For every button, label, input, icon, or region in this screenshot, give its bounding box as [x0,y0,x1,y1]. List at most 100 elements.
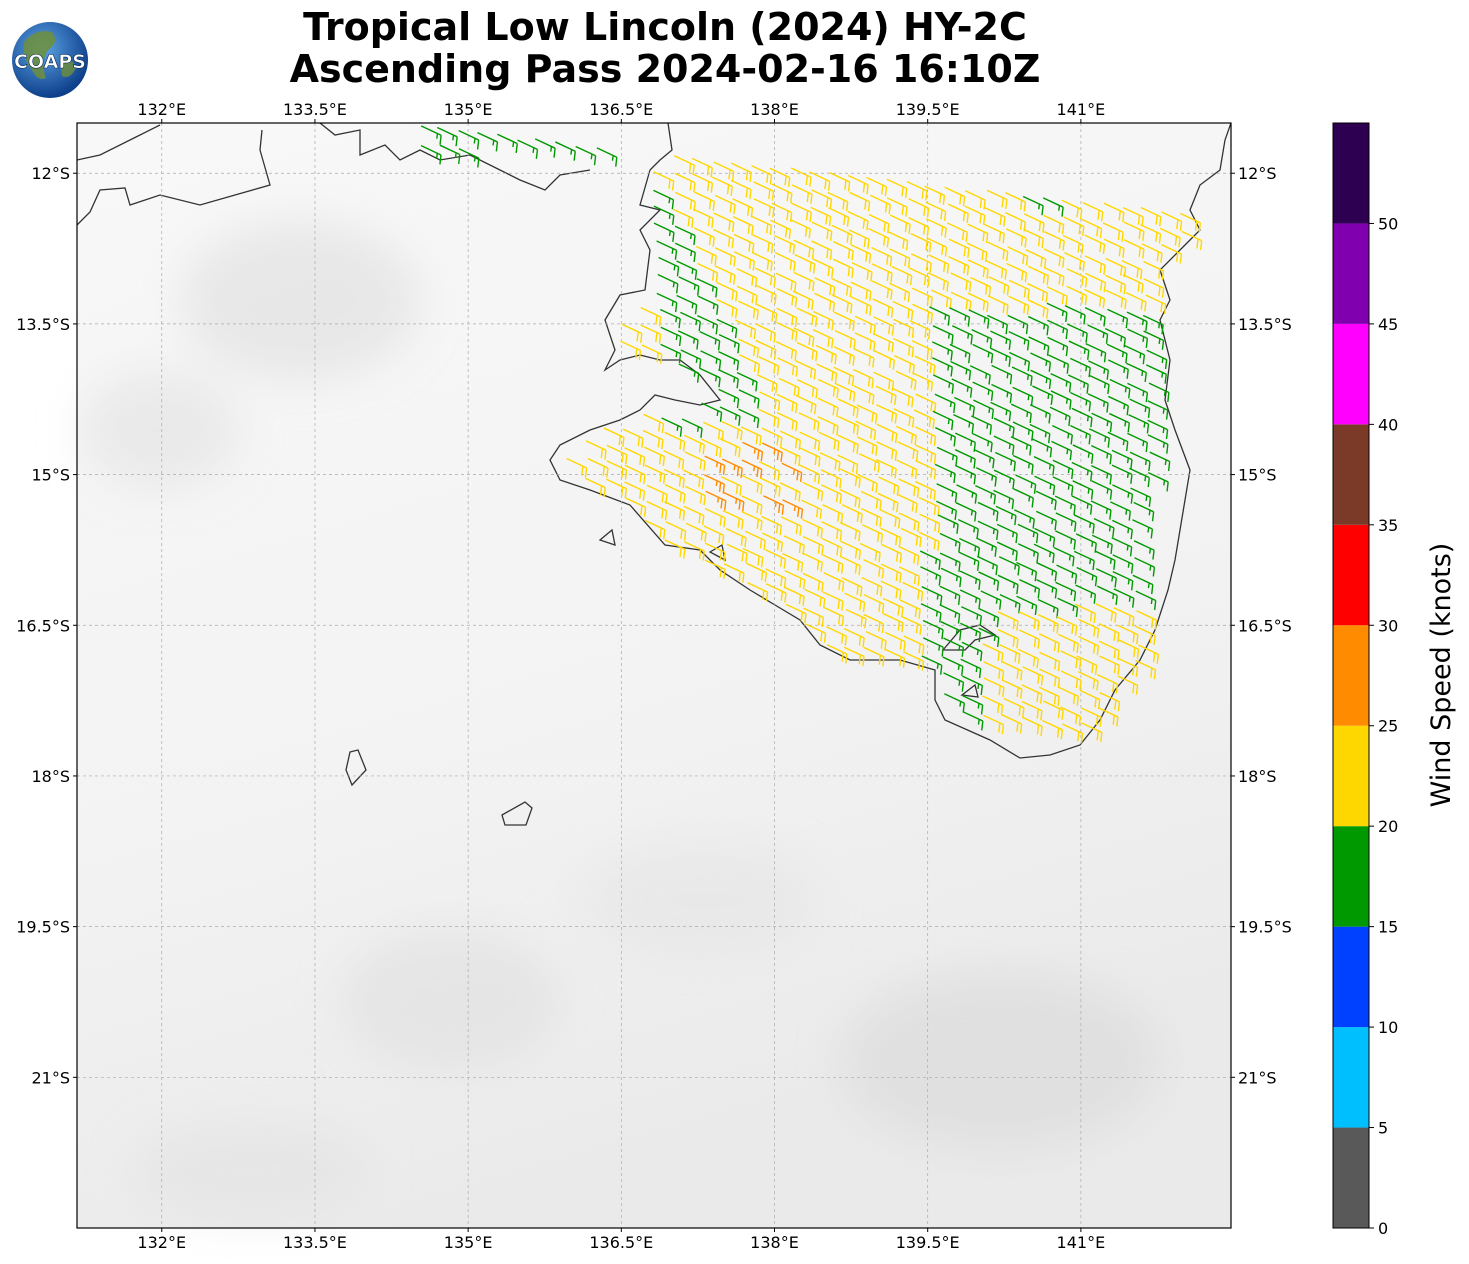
wind-barb [1113,607,1135,627]
colorbar-bin [1333,1127,1369,1228]
wind-barb [870,194,891,215]
wind-barb [1106,343,1128,364]
wind-barb [925,201,947,222]
wind-barb [1128,414,1150,434]
wind-barb [863,594,885,614]
wind-barb [959,589,981,609]
wind-barb [915,459,937,480]
wind-barb [1050,390,1072,410]
wind-barb [1145,294,1167,314]
wind-barb [735,319,757,340]
wind-barb [1029,423,1051,444]
wind-barb [1018,629,1040,649]
wind-barb [754,323,776,343]
wind-barb [1013,509,1035,529]
wind-barb [420,125,442,145]
wind-barb [763,495,785,515]
wind-barb [734,251,756,271]
wind-barb [713,161,735,181]
wind-barb [898,478,920,498]
wind-barb [982,695,1004,715]
wind-barb [798,412,820,432]
wind-barb [664,501,686,521]
wind-barb [1140,206,1162,227]
wind-barb [732,216,754,236]
wind-barb [694,227,715,247]
wind-barb [624,481,646,501]
wind-barb [1129,451,1151,472]
wind-barb [863,613,885,634]
wind-barb [744,530,766,551]
wind-barb [664,484,686,504]
wind-barb [761,442,783,462]
wind-barb [809,171,831,191]
wind-barb [1102,222,1124,242]
wind-barb [860,490,882,511]
wind-barb [895,425,917,446]
wind-barb [802,481,824,502]
wind-barb [1019,579,1041,599]
wind-barb [991,383,1013,404]
wind-barb [659,308,681,329]
wind-barb [1003,697,1025,718]
wind-barb [1062,723,1084,743]
wind-barb [622,428,644,448]
wind-barb [1076,655,1098,675]
colorbar-bin [1333,524,1369,626]
wind-barb [914,480,936,501]
wind-barb [738,354,760,374]
wind-barb [704,507,726,528]
wind-barb [1109,412,1130,433]
wind-barb [1055,512,1077,532]
wind-barb [928,254,950,274]
wind-barb [996,541,1018,561]
wind-barb [1127,382,1149,403]
wind-barb [1007,246,1029,266]
wind-barb [723,492,745,512]
wind-barb [751,215,773,236]
wind-barb [1005,192,1027,212]
wind-barb [765,549,787,569]
wind-barb [841,504,863,524]
wind-barb [1093,517,1115,538]
wind-barb [722,509,744,530]
wind-barb [793,327,815,347]
wind-barb [993,417,1015,438]
wind-barb [898,545,920,566]
wind-barb [1081,218,1103,239]
wind-barb [944,186,966,207]
lon-label-top: 138°E [750,100,799,119]
wind-barb [820,469,842,489]
wind-barb [1035,510,1057,531]
wind-barb [850,296,872,316]
wind-barb [1077,671,1099,691]
lon-label-bottom: 133.5°E [283,1233,347,1252]
wind-barb [810,206,832,227]
wind-barb [665,521,687,541]
wind-barb [848,229,870,249]
lon-label-bottom: 139.5°E [896,1233,960,1252]
wind-barb [1012,386,1034,407]
wind-barb [1066,268,1088,288]
wind-barb [889,282,911,303]
wind-barb [871,280,893,300]
wind-barb [919,550,941,570]
wind-barb [1012,454,1034,475]
wind-barb [939,585,961,606]
wind-barb [1023,213,1045,233]
wind-barb [954,449,976,469]
wind-barb [704,474,725,494]
wind-barb [1129,398,1151,418]
wind-barb [983,223,1005,244]
wind-barb [873,316,895,336]
wind-barb [847,174,869,195]
wind-barb [960,658,982,679]
wind-barb [802,535,824,556]
wind-barb [947,203,969,223]
wind-barb [1063,216,1085,236]
colorbar-tick-label: 5 [1378,1119,1388,1138]
wind-barb [621,323,643,344]
wind-barb [1038,686,1060,707]
wind-barb [1096,585,1118,605]
wind-barb [975,484,996,505]
